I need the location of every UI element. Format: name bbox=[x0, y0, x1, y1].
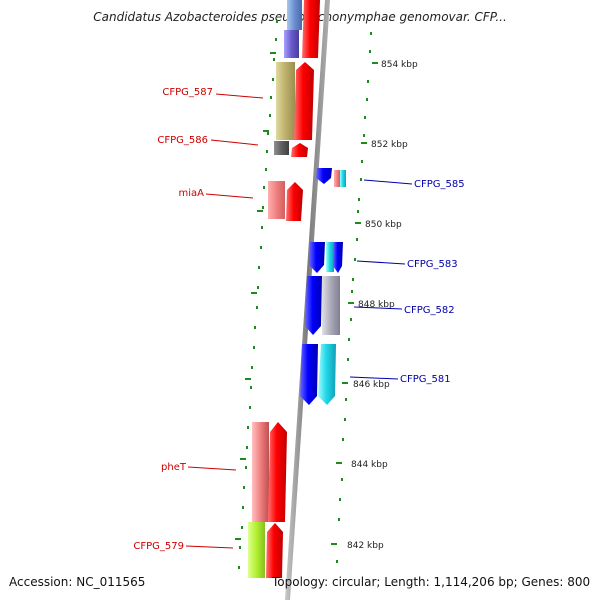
kbp-label-844: 844 kbp bbox=[351, 460, 388, 470]
gene-label-cfpg-586[interactable]: CFPG_586 bbox=[157, 135, 208, 146]
kbp-label-842: 842 kbp bbox=[347, 541, 384, 551]
gene-cog-block[interactable] bbox=[287, 0, 302, 30]
reverse-strand-genes bbox=[300, 168, 346, 405]
leader-line-miaA bbox=[205, 193, 254, 199]
leader-line-cfpg-582 bbox=[353, 306, 403, 310]
gene-arrow[interactable] bbox=[309, 242, 325, 273]
leader-line-cfpg-579 bbox=[185, 545, 234, 549]
leader-line-cfpg-581 bbox=[349, 376, 399, 380]
leader-line-cfpg-585 bbox=[363, 179, 413, 185]
gene-arrow[interactable] bbox=[266, 523, 283, 578]
gene-cog-block[interactable] bbox=[322, 276, 340, 335]
gene-arrow[interactable] bbox=[305, 276, 322, 335]
gene-cog-block[interactable] bbox=[334, 170, 340, 187]
kbp-label-854: 854 kbp bbox=[381, 60, 418, 70]
gene-arrow[interactable] bbox=[333, 242, 343, 273]
leader-line-cfpg-587 bbox=[215, 93, 264, 99]
kbp-label-850: 850 kbp bbox=[365, 220, 402, 230]
gene-label-miaA[interactable]: miaA bbox=[179, 188, 205, 199]
gene-cog-block[interactable] bbox=[284, 30, 299, 58]
gene-cog-block[interactable] bbox=[252, 422, 269, 522]
gene-arrow[interactable] bbox=[316, 168, 332, 184]
left-tick-dots bbox=[235, 20, 278, 569]
gene-cog-block[interactable] bbox=[248, 522, 265, 578]
forward-strand-genes bbox=[248, 0, 320, 578]
right-tick-dots bbox=[331, 32, 378, 563]
gene-label-cfpg-579[interactable]: CFPG_579 bbox=[133, 541, 184, 552]
gene-cog-block[interactable] bbox=[276, 62, 295, 140]
gene-arrow[interactable] bbox=[286, 182, 303, 221]
gene-arrow[interactable] bbox=[318, 344, 336, 405]
gene-arrow[interactable] bbox=[268, 422, 287, 522]
gene-label-cfpg-583[interactable]: CFPG_583 bbox=[407, 259, 458, 270]
gene-label-pheT[interactable]: pheT bbox=[161, 462, 187, 473]
kbp-label-848: 848 kbp bbox=[358, 300, 395, 310]
accession-text: Accession: NC_011565 bbox=[9, 575, 146, 589]
kbp-label-846: 846 kbp bbox=[353, 380, 390, 390]
gene-arrow[interactable] bbox=[291, 143, 308, 157]
gene-arrow[interactable] bbox=[302, 0, 320, 58]
leader-line-cfpg-583 bbox=[356, 260, 406, 265]
gene-arrow[interactable] bbox=[294, 62, 314, 140]
gene-label-cfpg-587[interactable]: CFPG_587 bbox=[162, 87, 213, 98]
topology-text: Topology: circular; Length: 1,114,206 bp… bbox=[272, 575, 591, 589]
gene-cog-block[interactable] bbox=[274, 141, 289, 155]
gene-cog-block[interactable] bbox=[268, 181, 285, 219]
gene-label-cfpg-585[interactable]: CFPG_585 bbox=[414, 179, 465, 190]
gene-cog-block[interactable] bbox=[326, 242, 334, 272]
gene-label-cfpg-581[interactable]: CFPG_581 bbox=[400, 374, 451, 385]
leader-line-cfpg-586 bbox=[210, 139, 259, 146]
gene-cog-block[interactable] bbox=[340, 170, 346, 187]
kbp-label-852: 852 kbp bbox=[371, 140, 408, 150]
gene-arrow[interactable] bbox=[300, 344, 318, 405]
leader-line-pheT bbox=[187, 466, 237, 471]
gene-label-cfpg-582[interactable]: CFPG_582 bbox=[404, 305, 455, 316]
